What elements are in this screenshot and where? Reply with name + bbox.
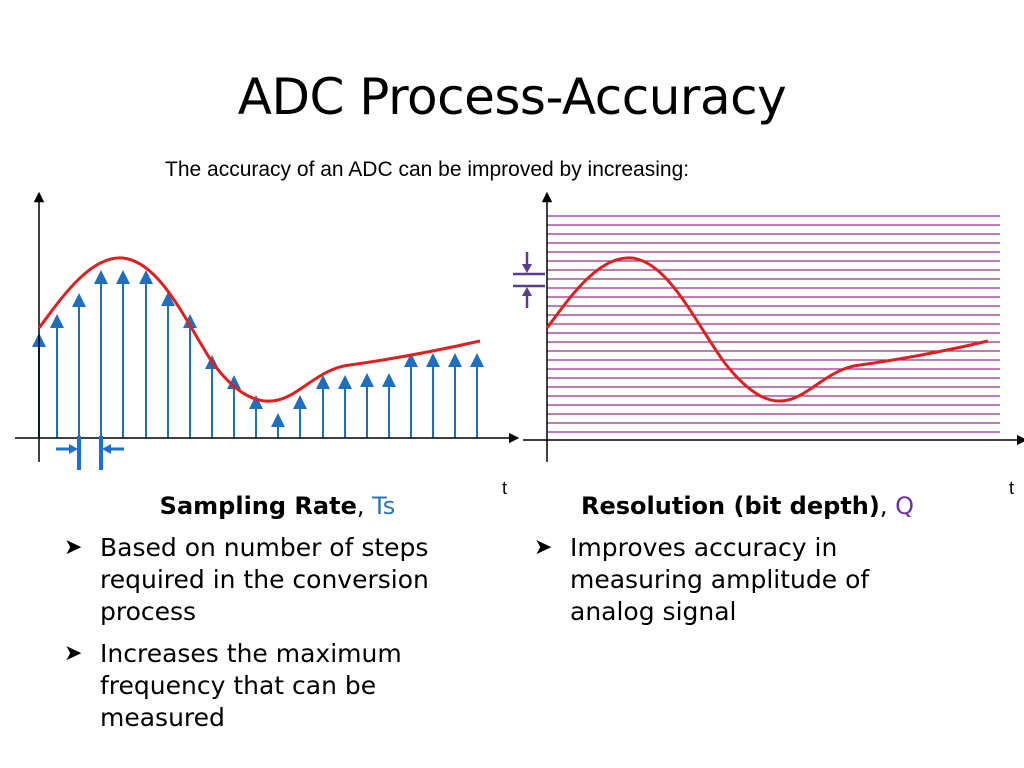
right-signal-curve bbox=[545, 256, 989, 403]
sampling-rate-heading-sep: , bbox=[356, 492, 373, 520]
sampling-rate-heading: Sampling Rate, Ts bbox=[80, 490, 475, 522]
sample-arrows bbox=[32, 270, 484, 438]
resolution-panel: t bbox=[513, 191, 1024, 498]
bullet-text: Based on number of steps required in the… bbox=[100, 533, 429, 626]
sampling-panel: t bbox=[15, 191, 520, 498]
arrowhead-bullet-icon: ➤ bbox=[64, 535, 83, 560]
sampling-rate-heading-text: Sampling Rate bbox=[159, 492, 357, 520]
right-axis-t-label: t bbox=[1009, 478, 1014, 498]
slide-title: ADC Process-Accuracy bbox=[237, 68, 787, 126]
list-item: ➤ Improves accuracy in measuring amplitu… bbox=[530, 532, 950, 628]
quantization-levels bbox=[547, 215, 1000, 433]
sampling-interval-marker bbox=[56, 436, 124, 470]
sampling-rate-symbol: Ts bbox=[372, 492, 396, 520]
bullet-text: Improves accuracy in measuring amplitude… bbox=[570, 533, 870, 626]
resolution-heading-text: Resolution (bit depth) bbox=[581, 492, 880, 520]
quantization-step-marker bbox=[513, 252, 545, 308]
sampling-rate-bullets: ➤ Based on number of steps required in t… bbox=[60, 532, 480, 744]
resolution-bullets: ➤ Improves accuracy in measuring amplitu… bbox=[530, 532, 950, 638]
resolution-heading: Resolution (bit depth), Q bbox=[540, 490, 955, 522]
arrowhead-bullet-icon: ➤ bbox=[64, 641, 83, 666]
bullet-text: Increases the maximum frequency that can… bbox=[100, 639, 402, 732]
left-signal-curve bbox=[37, 256, 481, 403]
arrowhead-bullet-icon: ➤ bbox=[534, 535, 553, 560]
slide-subtitle: The accuracy of an ADC can be improved b… bbox=[165, 158, 690, 181]
list-item: ➤ Increases the maximum frequency that c… bbox=[60, 638, 480, 734]
resolution-heading-sep: , bbox=[879, 492, 896, 520]
resolution-symbol: Q bbox=[895, 492, 914, 520]
list-item: ➤ Based on number of steps required in t… bbox=[60, 532, 480, 628]
left-axis-t-label: t bbox=[502, 478, 507, 498]
